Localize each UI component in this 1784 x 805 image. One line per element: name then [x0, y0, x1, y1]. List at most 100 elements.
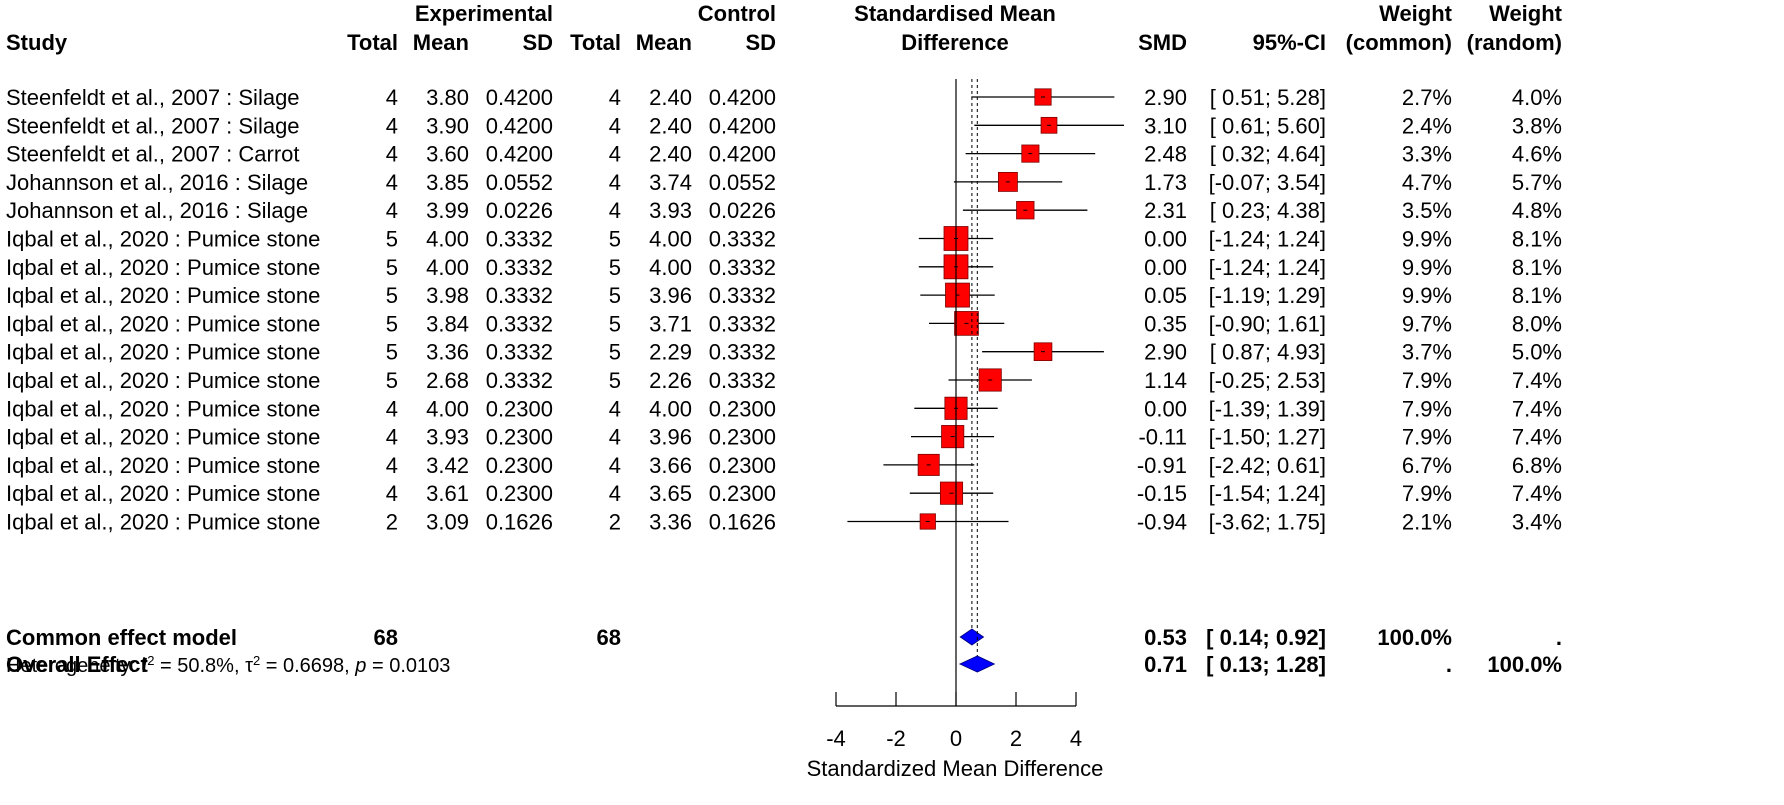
study-name: Steenfeldt et al., 2007 : Carrot	[6, 142, 300, 167]
weight-common: 2.1%	[1402, 510, 1452, 535]
summary-weight-common: .	[1446, 652, 1452, 677]
ctrl-mean: 3.93	[649, 198, 692, 223]
header-exp-sd: SD	[522, 30, 553, 55]
exp-mean: 3.93	[426, 425, 469, 450]
smd-value: 0.05	[1144, 283, 1187, 308]
summary-diamond	[959, 628, 985, 646]
summary-weight-random: .	[1556, 625, 1562, 650]
summary-weight-common: 100.0%	[1377, 625, 1452, 650]
weight-random: 6.8%	[1512, 453, 1562, 478]
weight-random: 4.0%	[1512, 85, 1562, 110]
exp-sd: 0.3332	[486, 255, 553, 280]
exp-sd: 0.2300	[486, 453, 553, 478]
header-w-random: (random)	[1467, 30, 1562, 55]
ci-value: [-2.42; 0.61]	[1209, 453, 1326, 478]
exp-mean: 3.80	[426, 85, 469, 110]
weight-common: 9.9%	[1402, 255, 1452, 280]
weight-common: 3.7%	[1402, 340, 1452, 365]
ci-value: [-0.07; 3.54]	[1209, 170, 1326, 195]
header-ci: 95%-CI	[1253, 30, 1326, 55]
exp-total: 4	[386, 142, 398, 167]
ctrl-total: 4	[609, 396, 621, 421]
header-ctrl-total: Total	[570, 30, 621, 55]
ctrl-sd: 0.2300	[709, 425, 776, 450]
weight-random: 8.0%	[1512, 311, 1562, 336]
ctrl-total: 4	[609, 198, 621, 223]
summary-ctrl-total: 68	[597, 625, 621, 650]
ctrl-mean: 2.40	[649, 142, 692, 167]
weight-random: 7.4%	[1512, 368, 1562, 393]
ctrl-mean: 3.71	[649, 311, 692, 336]
ctrl-total: 4	[609, 425, 621, 450]
weight-common: 7.9%	[1402, 368, 1452, 393]
ci-value: [-1.24; 1.24]	[1209, 255, 1326, 280]
exp-total: 4	[386, 170, 398, 195]
exp-total: 4	[386, 396, 398, 421]
ctrl-mean: 3.65	[649, 481, 692, 506]
weight-common: 7.9%	[1402, 481, 1452, 506]
exp-mean: 3.84	[426, 311, 469, 336]
study-name: Iqbal et al., 2020 : Pumice stone	[6, 481, 320, 506]
study-name: Johannson et al., 2016 : Silage	[6, 198, 308, 223]
exp-total: 4	[386, 425, 398, 450]
ctrl-total: 4	[609, 453, 621, 478]
ci-value: [ 0.61; 5.60]	[1210, 113, 1326, 138]
ctrl-total: 5	[609, 311, 621, 336]
ci-value: [-1.24; 1.24]	[1209, 227, 1326, 252]
header-exp-total: Total	[347, 30, 398, 55]
exp-sd: 0.4200	[486, 113, 553, 138]
weight-random: 8.1%	[1512, 227, 1562, 252]
weight-common: 2.7%	[1402, 85, 1452, 110]
ctrl-mean: 4.00	[649, 396, 692, 421]
header-experimental: Experimental	[415, 1, 553, 26]
ctrl-sd: 0.3332	[709, 227, 776, 252]
summary-smd: 0.71	[1144, 652, 1187, 677]
ctrl-total: 5	[609, 227, 621, 252]
x-tick-label: -2	[886, 726, 906, 751]
ci-value: [-0.25; 2.53]	[1209, 368, 1326, 393]
exp-sd: 0.4200	[486, 85, 553, 110]
ctrl-mean: 3.66	[649, 453, 692, 478]
study-name: Iqbal et al., 2020 : Pumice stone	[6, 311, 320, 336]
ctrl-sd: 0.4200	[709, 142, 776, 167]
header-ctrl-sd: SD	[745, 30, 776, 55]
ci-value: [-1.54; 1.24]	[1209, 481, 1326, 506]
x-tick-label: 2	[1010, 726, 1022, 751]
header-weight-common: Weight	[1379, 1, 1453, 26]
smd-value: 0.00	[1144, 227, 1187, 252]
weight-random: 3.4%	[1512, 510, 1562, 535]
study-name: Iqbal et al., 2020 : Pumice stone	[6, 227, 320, 252]
exp-sd: 0.3332	[486, 368, 553, 393]
study-name: Steenfeldt et al., 2007 : Silage	[6, 85, 300, 110]
smd-value: -0.94	[1137, 510, 1187, 535]
header-smd: SMD	[1138, 30, 1187, 55]
ci-value: [-0.90; 1.61]	[1209, 311, 1326, 336]
exp-total: 5	[386, 227, 398, 252]
exp-mean: 3.36	[426, 340, 469, 365]
exp-sd: 0.2300	[486, 481, 553, 506]
weight-common: 4.7%	[1402, 170, 1452, 195]
header-w-common: (common)	[1346, 30, 1452, 55]
ctrl-total: 5	[609, 368, 621, 393]
study-name: Steenfeldt et al., 2007 : Silage	[6, 113, 300, 138]
ci-value: [-1.50; 1.27]	[1209, 425, 1326, 450]
smd-value: 0.35	[1144, 311, 1187, 336]
smd-value: -0.15	[1137, 481, 1187, 506]
exp-total: 4	[386, 113, 398, 138]
exp-sd: 0.2300	[486, 396, 553, 421]
header-exp-mean: Mean	[413, 30, 469, 55]
smd-value: -0.11	[1138, 425, 1187, 450]
exp-sd: 0.3332	[486, 340, 553, 365]
x-axis-label: Standardized Mean Difference	[807, 756, 1104, 781]
ctrl-sd: 0.3332	[709, 255, 776, 280]
exp-sd: 0.0552	[486, 170, 553, 195]
ctrl-mean: 3.96	[649, 283, 692, 308]
ctrl-total: 4	[609, 85, 621, 110]
exp-sd: 0.1626	[486, 510, 553, 535]
exp-mean: 4.00	[426, 227, 469, 252]
header-control: Control	[698, 1, 776, 26]
ctrl-total: 4	[609, 113, 621, 138]
ctrl-sd: 0.2300	[709, 481, 776, 506]
study-name: Iqbal et al., 2020 : Pumice stone	[6, 510, 320, 535]
summary-name: Common effect model	[6, 625, 237, 650]
